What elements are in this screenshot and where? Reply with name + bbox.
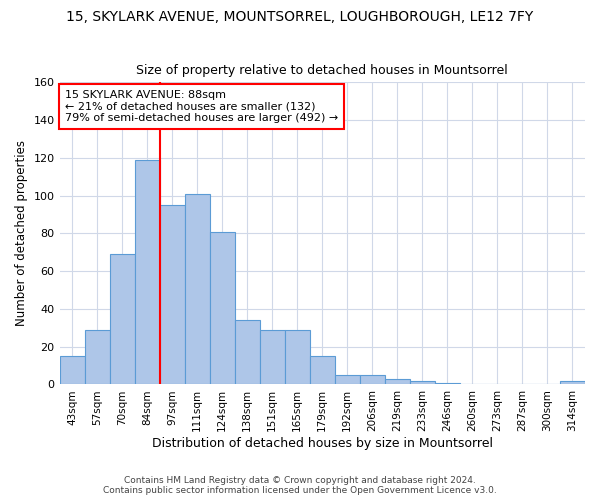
Bar <box>360 375 385 384</box>
Bar <box>160 205 185 384</box>
Bar <box>435 382 460 384</box>
Bar <box>260 330 285 384</box>
Bar <box>560 380 585 384</box>
Y-axis label: Number of detached properties: Number of detached properties <box>15 140 28 326</box>
Bar <box>335 375 360 384</box>
Bar <box>185 194 209 384</box>
Bar <box>310 356 335 384</box>
Bar <box>59 356 85 384</box>
Text: Contains HM Land Registry data © Crown copyright and database right 2024.
Contai: Contains HM Land Registry data © Crown c… <box>103 476 497 495</box>
Text: 15, SKYLARK AVENUE, MOUNTSORREL, LOUGHBOROUGH, LE12 7FY: 15, SKYLARK AVENUE, MOUNTSORREL, LOUGHBO… <box>67 10 533 24</box>
Bar <box>385 379 410 384</box>
Bar <box>285 330 310 384</box>
Bar <box>110 254 134 384</box>
Title: Size of property relative to detached houses in Mountsorrel: Size of property relative to detached ho… <box>136 64 508 77</box>
Bar <box>235 320 260 384</box>
Bar <box>209 232 235 384</box>
Bar <box>410 380 435 384</box>
Bar <box>134 160 160 384</box>
Bar <box>85 330 110 384</box>
Text: 15 SKYLARK AVENUE: 88sqm
← 21% of detached houses are smaller (132)
79% of semi-: 15 SKYLARK AVENUE: 88sqm ← 21% of detach… <box>65 90 338 123</box>
X-axis label: Distribution of detached houses by size in Mountsorrel: Distribution of detached houses by size … <box>152 437 493 450</box>
